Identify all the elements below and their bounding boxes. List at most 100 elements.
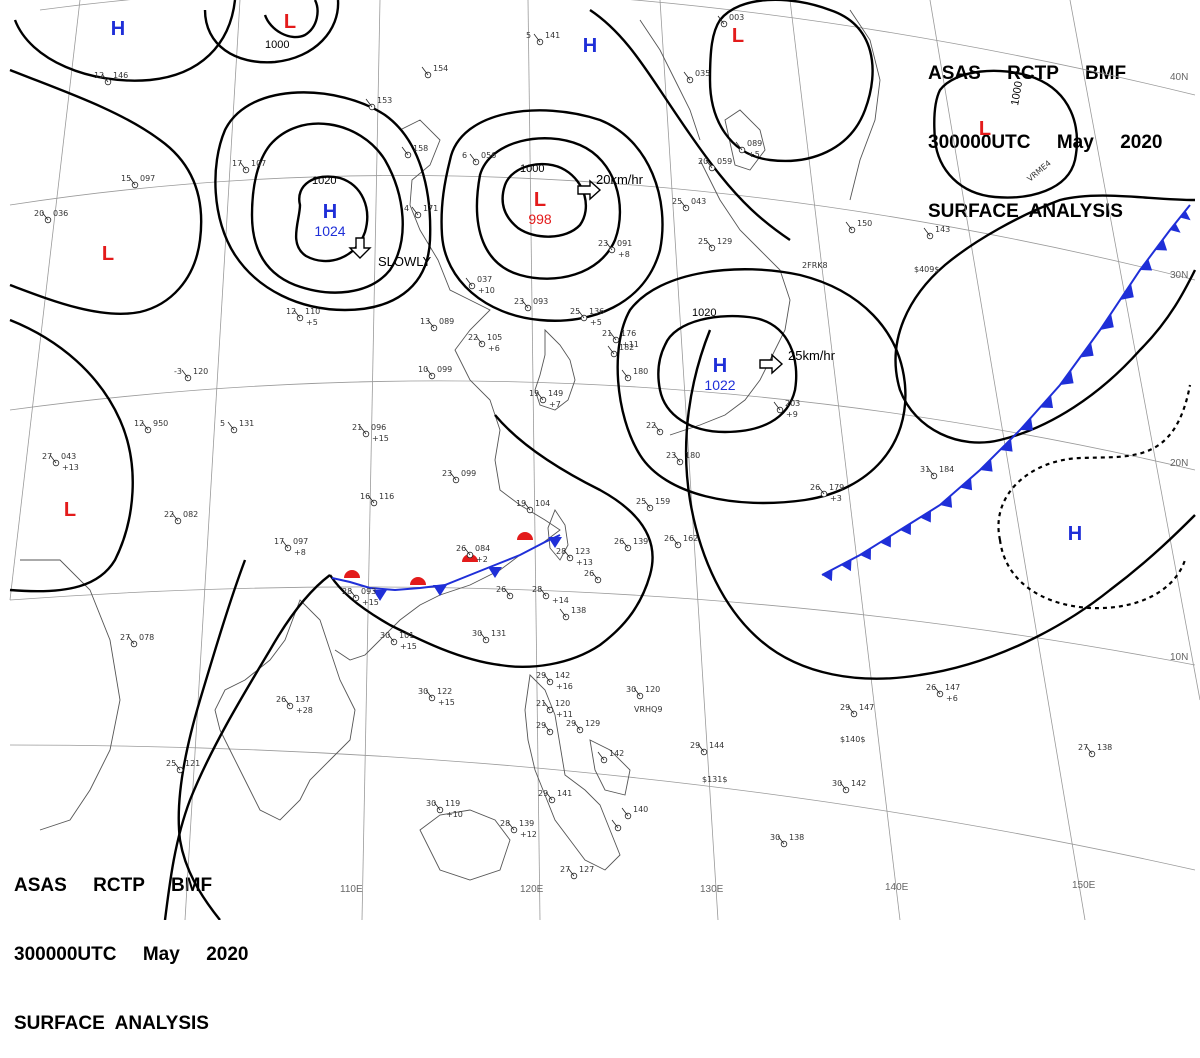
station-temperature: 21 [602,329,612,338]
station-pressure: 171 [423,204,438,213]
wind-barb-icon [349,589,357,599]
station-pressure: 127 [579,865,594,874]
station-identifier: VRME4 [1026,159,1053,184]
coastline-taiwan [547,509,569,561]
cold-front-triangle-icon [433,585,447,596]
station-plot: 180 [621,367,648,382]
coastline-japan [669,109,791,436]
isobar [263,0,319,39]
station-tendency: +5 [590,318,602,327]
cold-front-triangle-icon [1180,210,1191,221]
station-plot: 150 [845,219,872,234]
station-pressure: 129 [585,719,600,728]
station-plot: 21 120 [536,699,570,714]
wind-barb-icon [591,571,599,581]
cold-front-triangle-icon [1170,223,1181,233]
isobar [294,175,369,263]
station-identifier: $131$ [702,775,727,784]
station-pressure: 950 [153,419,168,428]
station-plot: 16 116 [360,492,394,507]
parallel [9,586,1196,666]
parallel [9,380,1196,471]
station-pressure: 056 [481,151,496,160]
station-temperature: 28 [556,547,566,556]
station-pressure: 099 [461,469,476,478]
wind-barb-icon [239,161,247,171]
wind-barb-icon [673,453,681,463]
isobar [9,318,134,593]
station-pressure: 147 [945,683,960,692]
station-pressure: 101 [399,631,414,640]
station-plot: 30 120 [626,685,660,700]
wind-barb-icon [683,71,691,81]
station-temperature: 30 [626,685,636,694]
station-pressure: 120 [193,367,208,376]
wind-barb-icon [365,98,373,108]
high-pressure-center: H [1068,523,1082,545]
title-line: 300000UTC May 2020 [928,132,1163,153]
wind-barb-icon [621,807,629,817]
station-tendency: +7 [549,400,561,409]
station-temperature: 28 [342,587,352,596]
title-line: 300000UTC May 2020 [14,944,249,965]
wind-barb-icon [421,66,429,76]
warm-front-semicircle-icon [410,577,426,585]
station-pressure: 078 [139,633,154,642]
station-pressure: 037 [477,275,492,284]
cold-front-triangle-icon [1155,239,1168,251]
station-temperature: 12 [94,71,104,80]
motion-label: 20km/hr [596,172,644,187]
station-temperature: 21 [536,699,546,708]
station-plot [611,819,622,832]
station-pressure: 146 [113,71,128,80]
wind-barb-icon [697,743,705,753]
isobar [163,574,331,920]
station-temperature: 23 [514,297,524,306]
station-tendency: +15 [438,698,455,707]
wind-barb-icon [425,689,433,699]
coastline-india [20,559,121,831]
station-temperature: 19 [516,499,526,508]
cold-front-triangle-icon [980,459,993,472]
station-tendency: +28 [296,706,313,715]
station-plot: 29 129 [566,719,600,734]
wind-barb-icon [559,608,567,618]
station-plot: 13 089 [420,317,454,332]
station-pressure: 105 [487,333,502,342]
station-pressure: 097 [140,174,155,183]
wind-barb-icon [605,241,613,251]
station-identifier: 2FRK8 [802,261,828,270]
station-plot: 28 139 [500,819,534,834]
wind-barb-icon [573,721,581,731]
wind-barb-icon [359,425,367,435]
station-plot: 25 129 [698,237,732,252]
meridian [9,0,81,601]
station-plot: 27 043 [42,452,76,467]
wind-barb-icon [49,454,57,464]
station-plot: 10 099 [418,365,452,380]
station-tendency: +12 [520,830,537,839]
station-temperature: 26 [276,695,286,704]
station-plot: 26 179 [810,483,844,498]
station-pressure: 093 [533,297,548,306]
station-plot: 26 [496,585,514,600]
station-pressure: 119 [445,799,460,808]
station-temperature: 29 [566,719,576,728]
wind-barb-icon [479,631,487,641]
isobar [616,268,907,505]
station-plot: 21 176 [602,329,636,344]
wind-barb-icon [281,539,289,549]
wind-barb-icon [463,546,471,556]
coastline-russia-east [639,9,881,201]
cold-front-triangle-icon [900,523,911,535]
isobar [475,137,622,280]
isobar [329,414,654,668]
station-tendency: +6 [946,694,958,703]
station-pressure: 082 [183,510,198,519]
station-temperature: 29 [690,741,700,750]
station-plot: 30 138 [770,833,804,848]
station-plot: 15 097 [121,174,155,189]
cold-front-triangle-icon [373,590,387,601]
station-pressure: 093 [361,587,376,596]
